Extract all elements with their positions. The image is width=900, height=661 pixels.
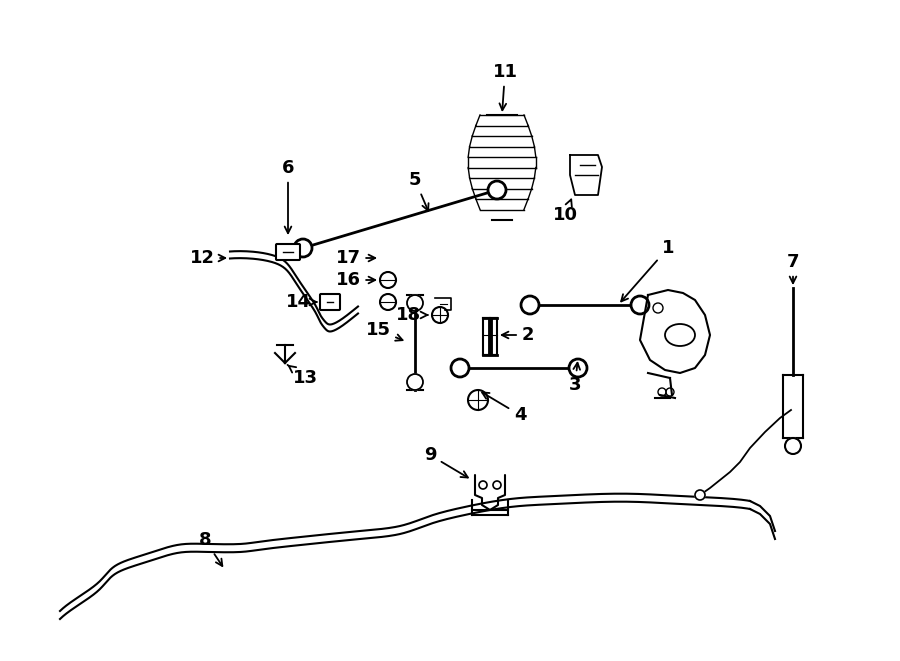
FancyBboxPatch shape [483, 318, 497, 355]
Text: 12: 12 [190, 249, 225, 267]
Text: 7: 7 [787, 253, 799, 283]
Circle shape [432, 307, 448, 323]
Text: 4: 4 [482, 393, 526, 424]
Circle shape [695, 490, 705, 500]
Text: 13: 13 [287, 365, 318, 387]
Text: 8: 8 [199, 531, 222, 566]
Text: 2: 2 [502, 326, 535, 344]
Ellipse shape [665, 324, 695, 346]
Text: 1: 1 [621, 239, 674, 301]
Text: 9: 9 [424, 446, 468, 477]
FancyBboxPatch shape [320, 294, 340, 310]
Text: 17: 17 [336, 249, 375, 267]
Circle shape [407, 295, 423, 311]
Circle shape [380, 294, 396, 310]
Circle shape [488, 181, 506, 199]
Circle shape [569, 359, 587, 377]
Circle shape [451, 359, 469, 377]
FancyBboxPatch shape [276, 244, 300, 260]
Circle shape [294, 239, 312, 257]
Text: 5: 5 [409, 171, 428, 211]
Text: 18: 18 [395, 306, 428, 324]
Text: 3: 3 [569, 363, 581, 394]
Circle shape [468, 390, 488, 410]
Circle shape [631, 296, 649, 314]
Text: 6: 6 [282, 159, 294, 233]
Text: 16: 16 [336, 271, 375, 289]
Text: 15: 15 [365, 321, 402, 340]
Circle shape [521, 296, 539, 314]
Circle shape [785, 438, 801, 454]
Text: 10: 10 [553, 200, 578, 224]
Circle shape [380, 272, 396, 288]
Circle shape [407, 374, 423, 390]
Text: 14: 14 [285, 293, 317, 311]
Text: 11: 11 [492, 63, 517, 110]
